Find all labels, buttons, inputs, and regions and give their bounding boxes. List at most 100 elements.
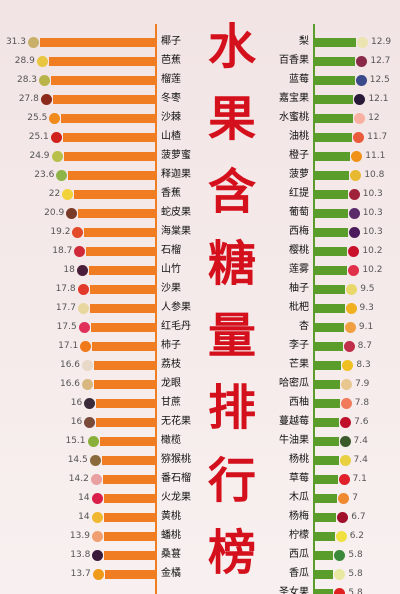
right-value-label: 5.8 [348, 588, 363, 594]
fruit-icon [39, 75, 51, 86]
right-bar [315, 114, 354, 123]
left-category-label: 番石榴 [161, 473, 191, 484]
title-char: 糖 [207, 235, 256, 292]
right-bar [315, 171, 350, 180]
left-bar [86, 247, 155, 256]
fruit-icon [91, 531, 103, 542]
left-category-label: 菠萝蜜 [161, 150, 191, 161]
right-bar [315, 95, 354, 104]
fruit-icon [84, 398, 96, 409]
left-bar [96, 418, 155, 427]
right-category-label: 李子 [289, 340, 309, 351]
right-value-label: 7.4 [353, 455, 368, 465]
right-category-label: 芒果 [289, 359, 309, 370]
right-bar [315, 513, 337, 522]
left-value-label: 17.1 [58, 341, 79, 351]
left-axis-line [155, 24, 157, 594]
right-bar [315, 247, 348, 256]
right-category-label: 红提 [289, 188, 309, 199]
left-category-label: 石榴 [161, 245, 181, 256]
right-value-label: 7.1 [352, 474, 367, 484]
left-category-label: 椰子 [161, 36, 181, 47]
right-axis-line [313, 24, 315, 594]
left-value-label: 24.9 [29, 151, 50, 161]
right-bar [315, 209, 348, 218]
fruit-icon [341, 379, 353, 390]
left-value-label: 16 [70, 417, 83, 427]
left-bar [51, 76, 155, 85]
right-value-label: 10.3 [362, 189, 383, 199]
right-category-label: 杏 [299, 321, 309, 332]
left-bar [89, 285, 155, 294]
right-value-label: 5.8 [348, 569, 363, 579]
right-value-label: 10.2 [362, 246, 383, 256]
right-bar [315, 570, 334, 579]
left-bar [48, 57, 155, 66]
fruit-icon [87, 436, 99, 447]
right-value-label: 8.7 [357, 341, 372, 351]
left-bar [96, 399, 155, 408]
left-bar [94, 361, 155, 370]
right-value-label: 9.1 [358, 322, 374, 332]
right-category-label: 水蜜桃 [279, 112, 309, 123]
left-category-label: 蟠桃 [161, 530, 181, 541]
right-bar [315, 551, 334, 560]
fruit-icon [72, 227, 84, 238]
right-category-label: 柠檬 [289, 530, 309, 541]
right-category-label: 杨桃 [289, 454, 309, 465]
fruit-icon [84, 417, 96, 428]
fruit-icon [354, 113, 366, 124]
right-bar [315, 437, 339, 446]
fruit-icon [334, 588, 346, 594]
fruit-icon [357, 37, 368, 48]
right-bar [315, 304, 345, 313]
right-bar [315, 456, 339, 465]
fruit-icon [343, 341, 355, 352]
left-category-label: 桑葚 [161, 549, 181, 560]
right-value-label: 5.8 [348, 550, 363, 560]
left-category-label: 甘蔗 [161, 397, 181, 408]
right-category-label: 牛油果 [279, 435, 309, 446]
left-bar [84, 228, 155, 237]
right-value-label: 12 [368, 113, 380, 123]
left-value-label: 14.5 [67, 455, 88, 465]
left-bar [103, 513, 155, 522]
fruit-icon [339, 455, 351, 466]
right-category-label: 百香果 [279, 55, 309, 66]
right-category-label: 蓝莓 [289, 74, 309, 85]
left-value-label: 31.3 [5, 37, 26, 47]
right-category-label: 橙子 [289, 150, 309, 161]
left-category-label: 火龙果 [161, 492, 191, 503]
left-category-label: 柿子 [161, 340, 181, 351]
fruit-icon [77, 284, 89, 295]
left-value-label: 17.8 [55, 284, 76, 294]
right-value-label: 11.1 [365, 151, 386, 161]
left-category-label: 红毛丹 [161, 321, 191, 332]
left-value-label: 14.2 [68, 474, 89, 484]
left-category-label: 人参果 [161, 302, 191, 313]
left-value-label: 14 [78, 493, 90, 503]
fruit-icon [334, 569, 346, 580]
right-bar [315, 228, 348, 237]
left-value-label: 17.7 [55, 303, 76, 313]
left-bar [103, 532, 155, 541]
right-value-label: 12.9 [371, 37, 392, 47]
chart-title: 水果含糖量排行榜 [196, 20, 268, 580]
fruit-icon [345, 303, 357, 314]
fruit-icon [62, 189, 74, 200]
fruit-icon [338, 493, 350, 504]
right-bar [315, 361, 342, 370]
right-category-label: 哈密瓜 [279, 378, 309, 389]
right-bar [315, 266, 348, 275]
left-bar [104, 551, 155, 560]
right-bar [315, 494, 338, 503]
fruit-icon [351, 151, 363, 162]
fruit-icon [92, 569, 104, 580]
fruit-icon [40, 94, 52, 105]
right-category-label: 西瓜 [289, 549, 309, 560]
left-bar [62, 133, 155, 142]
left-category-label: 蛇皮果 [161, 207, 191, 218]
fruit-icon [340, 398, 352, 409]
right-value-label: 7 [352, 493, 358, 503]
left-bar [40, 38, 155, 47]
